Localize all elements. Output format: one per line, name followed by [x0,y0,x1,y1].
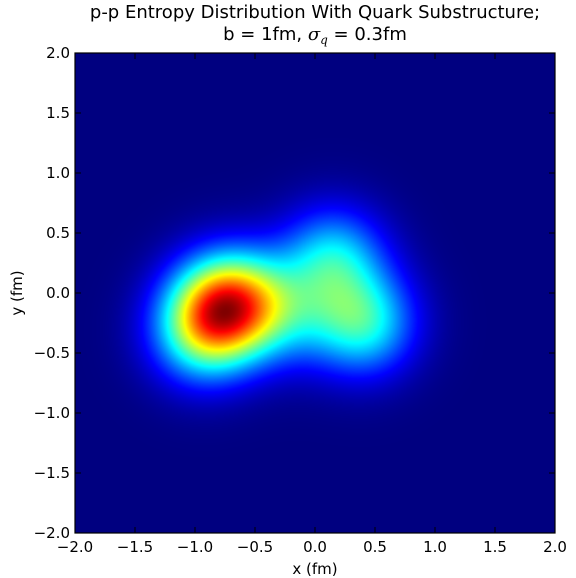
x-tick-label: −0.5 [237,538,273,556]
chart-title-line-1: p-p Entropy Distribution With Quark Subs… [90,2,540,23]
x-tick-label: 0.0 [303,538,327,556]
y-tick-label: 1.0 [46,164,70,182]
heatmap [75,53,555,533]
y-tick-label: −1.0 [34,404,70,422]
x-tick-label: −1.5 [117,538,153,556]
y-tick-label: 0.0 [46,284,70,302]
sigma-symbol: σ [308,24,321,45]
sigma-subscript: q [320,33,328,47]
y-tick-label: −2.0 [34,524,70,542]
y-tick-label: −0.5 [34,344,70,362]
y-tick-label: 2.0 [46,44,70,62]
x-tick-label: 1.0 [423,538,447,556]
y-axis-label: y (fm) [8,270,26,315]
plot-area [74,52,556,534]
x-tick-label: 2.0 [543,538,567,556]
x-tick-label: −1.0 [177,538,213,556]
x-tick-label: −2.0 [57,538,93,556]
y-tick-label: 1.5 [46,104,70,122]
x-tick-label: 1.5 [483,538,507,556]
x-axis-label: x (fm) [292,560,337,578]
y-tick-label: −1.5 [34,464,70,482]
y-tick-label: 0.5 [46,224,70,242]
x-tick-label: 0.5 [363,538,387,556]
chart-title-line-2: b = 1fm, σq = 0.3fm [223,24,407,47]
axis-ticks: −2.0 −1.5 −1.0 −0.5 0.0 0.5 1.0 1.5 2.0 −2.0 −1.5 −… [34,44,567,556]
